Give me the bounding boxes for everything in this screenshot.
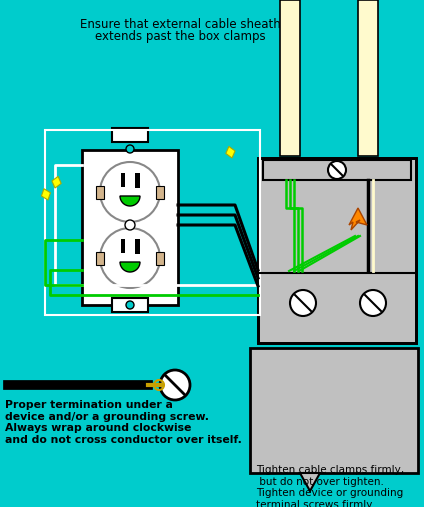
Circle shape — [100, 162, 160, 222]
Circle shape — [100, 228, 160, 288]
Text: Tighten cable clamps firmly,
 but do not over tighten.
Tighten device or groundi: Tighten cable clamps firmly, but do not … — [256, 465, 404, 507]
Circle shape — [290, 290, 316, 316]
Bar — [45, 130, 260, 315]
Text: Ensure that external cable sheath: Ensure that external cable sheath — [80, 18, 280, 31]
Polygon shape — [226, 147, 235, 158]
Polygon shape — [300, 473, 320, 491]
Circle shape — [125, 220, 135, 230]
Circle shape — [126, 145, 134, 153]
Wedge shape — [120, 196, 140, 206]
Circle shape — [160, 370, 190, 400]
Bar — [112, 298, 148, 312]
Bar — [121, 173, 125, 187]
Bar — [135, 173, 140, 188]
Circle shape — [328, 161, 346, 179]
Polygon shape — [349, 208, 367, 230]
Bar — [135, 239, 140, 254]
Bar — [96, 252, 104, 265]
Circle shape — [126, 301, 134, 309]
Bar — [96, 186, 104, 199]
Polygon shape — [52, 176, 61, 188]
Bar — [121, 239, 125, 253]
Text: Proper termination under a
device and/or a grounding screw.
Always wrap around c: Proper termination under a device and/or… — [5, 400, 242, 445]
Text: extends past the box clamps: extends past the box clamps — [95, 30, 265, 43]
Bar — [250, 348, 418, 473]
Bar — [258, 158, 416, 343]
Bar — [156, 252, 164, 265]
Bar — [263, 160, 411, 180]
Bar — [280, 0, 300, 156]
Polygon shape — [42, 189, 50, 200]
Bar — [112, 128, 148, 142]
Circle shape — [360, 290, 386, 316]
Bar — [258, 158, 416, 343]
Bar — [358, 0, 378, 156]
Bar — [82, 150, 178, 305]
Wedge shape — [120, 262, 140, 272]
Bar — [156, 186, 164, 199]
